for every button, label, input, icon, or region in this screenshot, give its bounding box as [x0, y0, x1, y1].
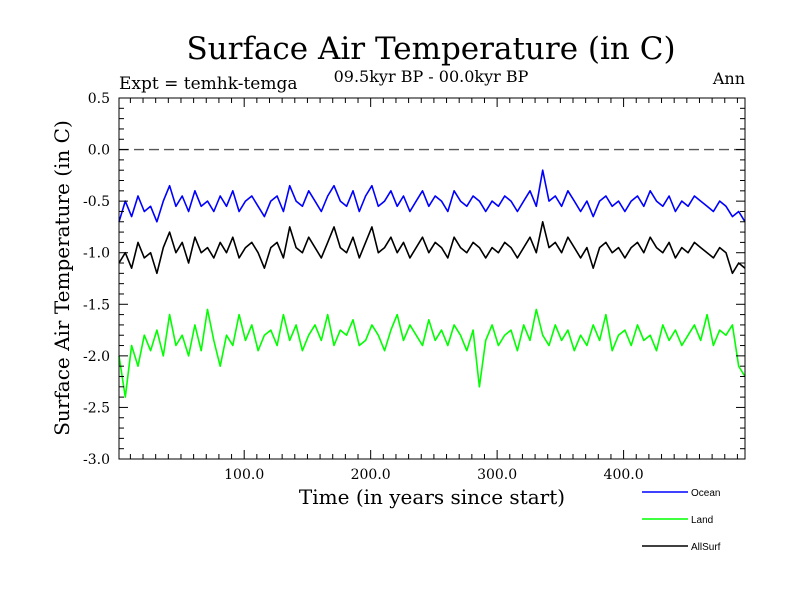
chart-title: Surface Air Temperature (in C)	[186, 31, 675, 67]
y-tick-label: -3.0	[83, 452, 110, 468]
y-tick-label: -0.5	[83, 194, 110, 210]
x-tick-label: 300.0	[477, 467, 517, 483]
x-tick-label: 200.0	[351, 467, 391, 483]
period-label: Ann	[712, 69, 745, 88]
series-line-ocean	[118, 169, 746, 223]
plot-lines	[118, 148, 746, 398]
series-line-land	[118, 308, 746, 398]
experiment-label: Expt = temhk-temga	[119, 74, 298, 94]
y-tick-label: -1.0	[83, 246, 110, 262]
legend-label-ocean: Ocean	[691, 488, 720, 499]
y-tick-label: -2.5	[83, 400, 110, 416]
x-axis-label: Time (in years since start)	[299, 485, 565, 509]
axis-ticks	[119, 97, 745, 460]
plot-frame	[118, 97, 746, 460]
legend-label-allsurf: AllSurf	[691, 542, 721, 553]
legend-label-land: Land	[691, 515, 713, 526]
y-axis-label: Surface Air Temperature (in C)	[50, 120, 74, 436]
series-line-allsurf	[118, 221, 746, 275]
y-tick-label: 0.0	[88, 143, 110, 159]
axis-tick-labels: 100.0 200.0 300.0 400.0 0.5 0.0 -0.5 -1.0 -1.5 -2…	[83, 91, 644, 483]
y-tick-label: -2.0	[83, 349, 110, 365]
x-tick-label: 100.0	[224, 467, 264, 483]
chart-subtitle: 09.5kyr BP - 00.0kyr BP	[334, 67, 529, 86]
y-tick-label: -1.5	[83, 297, 110, 313]
x-tick-label: 400.0	[604, 467, 644, 483]
y-tick-label: 0.5	[88, 91, 110, 107]
legend: Ocean Land AllSurf	[642, 488, 721, 553]
